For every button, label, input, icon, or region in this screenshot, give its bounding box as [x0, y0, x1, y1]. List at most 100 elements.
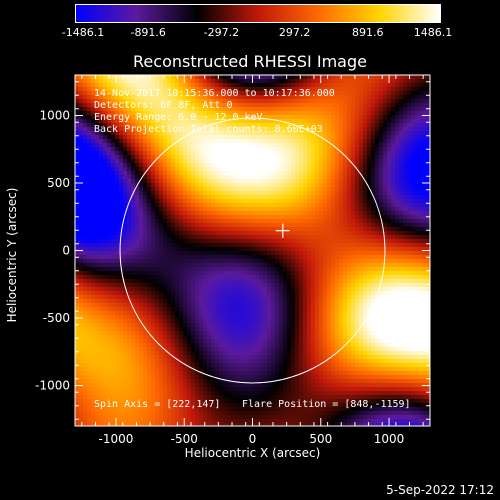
- heatmap-cell: [135, 251, 139, 255]
- heatmap-cell: [307, 83, 311, 87]
- heatmap-cell: [187, 183, 191, 187]
- heatmap-cell: [199, 243, 203, 247]
- heatmap-cell: [199, 111, 203, 115]
- heatmap-cell: [259, 75, 263, 79]
- heatmap-cell: [223, 139, 227, 143]
- heatmap-cell: [311, 91, 315, 95]
- heatmap-cell: [139, 123, 143, 127]
- heatmap-cell: [271, 247, 275, 251]
- heatmap-cell: [111, 131, 115, 135]
- heatmap-cell: [283, 143, 287, 147]
- heatmap-cell: [79, 111, 83, 115]
- heatmap-cell: [407, 139, 411, 143]
- heatmap-cell: [295, 227, 299, 231]
- heatmap-cell: [207, 191, 211, 195]
- heatmap-cell: [315, 207, 319, 211]
- heatmap-cell: [211, 211, 215, 215]
- heatmap-cell: [415, 267, 419, 271]
- heatmap-cell: [335, 135, 339, 139]
- heatmap-cell: [383, 271, 387, 275]
- heatmap-cell: [375, 255, 379, 259]
- heatmap-cell: [111, 87, 115, 91]
- heatmap-cell: [271, 251, 275, 255]
- heatmap-cell: [135, 131, 139, 135]
- heatmap-cell: [367, 231, 371, 235]
- heatmap-cell: [295, 191, 299, 195]
- heatmap-cell: [307, 143, 311, 147]
- heatmap-cell: [95, 155, 99, 159]
- heatmap-cell: [319, 115, 323, 119]
- heatmap-cell: [111, 91, 115, 95]
- heatmap-cell: [395, 103, 399, 107]
- heatmap-cell: [291, 227, 295, 231]
- heatmap-cell: [343, 199, 347, 203]
- heatmap-cell: [215, 263, 219, 267]
- heatmap-cell: [235, 211, 239, 215]
- heatmap-cell: [307, 79, 311, 83]
- heatmap-cell: [171, 83, 175, 87]
- heatmap-cell: [423, 287, 427, 291]
- heatmap-cell: [283, 283, 287, 287]
- heatmap-cell: [271, 127, 275, 131]
- heatmap-cell: [123, 163, 127, 167]
- heatmap-cell: [231, 223, 235, 227]
- heatmap-cell: [203, 279, 207, 283]
- heatmap-cell: [243, 191, 247, 195]
- heatmap-cell: [207, 279, 211, 283]
- heatmap-cell: [367, 251, 371, 255]
- heatmap-cell: [171, 211, 175, 215]
- heatmap-cell: [179, 295, 183, 299]
- heatmap-cell: [191, 115, 195, 119]
- heatmap-cell: [255, 219, 259, 223]
- heatmap-cell: [79, 163, 83, 167]
- heatmap-cell: [183, 263, 187, 267]
- heatmap-cell: [407, 123, 411, 127]
- heatmap-cell: [399, 283, 403, 287]
- heatmap-cell: [299, 143, 303, 147]
- heatmap-cell: [391, 75, 395, 79]
- heatmap-cell: [231, 195, 235, 199]
- heatmap-cell: [331, 191, 335, 195]
- heatmap-cell: [263, 91, 267, 95]
- heatmap-cell: [295, 219, 299, 223]
- heatmap-cell: [295, 247, 299, 251]
- heatmap-cell: [299, 287, 303, 291]
- heatmap-cell: [127, 255, 131, 259]
- heatmap-cell: [407, 207, 411, 211]
- heatmap-cell: [259, 123, 263, 127]
- heatmap-cell: [75, 283, 79, 287]
- heatmap-cell: [179, 155, 183, 159]
- heatmap-cell: [383, 95, 387, 99]
- heatmap-cell: [427, 291, 430, 295]
- heatmap-cell: [403, 79, 407, 83]
- heatmap-cell: [219, 123, 223, 127]
- heatmap-cell: [75, 79, 79, 83]
- heatmap-cell: [131, 87, 135, 91]
- heatmap-cell: [235, 151, 239, 155]
- heatmap-cell: [183, 227, 187, 231]
- heatmap-cell: [315, 75, 319, 79]
- heatmap-cell: [403, 287, 407, 291]
- heatmap-cell: [415, 155, 419, 159]
- heatmap-cell: [423, 291, 427, 295]
- heatmap-cell: [355, 135, 359, 139]
- heatmap-cell: [199, 87, 203, 91]
- heatmap-cell: [87, 251, 91, 255]
- heatmap-cell: [147, 99, 151, 103]
- heatmap-cell: [163, 191, 167, 195]
- heatmap-cell: [331, 215, 335, 219]
- heatmap-cell: [167, 179, 171, 183]
- heatmap-cell: [327, 143, 331, 147]
- heatmap-cell: [307, 243, 311, 247]
- heatmap-cell: [135, 287, 139, 291]
- heatmap-cell: [403, 75, 407, 79]
- heatmap-cell: [295, 127, 299, 131]
- heatmap-cell: [207, 119, 211, 123]
- heatmap-cell: [267, 107, 271, 111]
- heatmap-cell: [299, 115, 303, 119]
- heatmap-cell: [311, 259, 315, 263]
- heatmap-cell: [155, 79, 159, 83]
- heatmap-cell: [183, 223, 187, 227]
- heatmap-cell: [215, 231, 219, 235]
- heatmap-cell: [103, 139, 107, 143]
